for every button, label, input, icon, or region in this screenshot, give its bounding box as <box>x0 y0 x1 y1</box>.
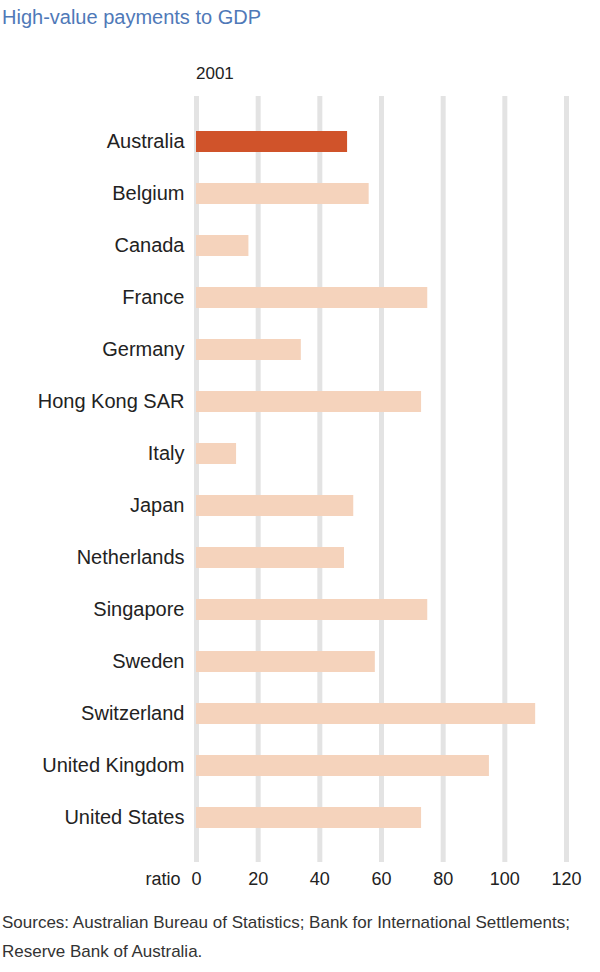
svg-text:Sweden: Sweden <box>112 650 184 672</box>
svg-text:120: 120 <box>551 869 581 889</box>
svg-text:Singapore: Singapore <box>93 598 184 620</box>
svg-text:20: 20 <box>248 869 268 889</box>
svg-text:Switzerland: Switzerland <box>81 702 184 724</box>
svg-text:Belgium: Belgium <box>112 182 184 204</box>
html-text:Sources: Australian Bureau of: Sources: Australian Bureau of Statistics… <box>2 913 570 961</box>
html-text:High-value payments to GDP: High-value payments to GDP <box>2 6 261 28</box>
html-text:2001: 2001 <box>196 64 234 83</box>
svg-text:40: 40 <box>310 869 330 889</box>
svg-text:Canada: Canada <box>114 234 185 256</box>
svg-text:Germany: Germany <box>102 338 184 360</box>
svg-text:Japan: Japan <box>130 494 185 516</box>
svg-text:France: France <box>122 286 184 308</box>
svg-text:100: 100 <box>490 869 520 889</box>
svg-text:Australia: Australia <box>107 130 186 152</box>
svg-text:0: 0 <box>191 869 201 889</box>
svg-text:ratio: ratio <box>145 869 180 889</box>
svg-text:Italy: Italy <box>148 442 185 464</box>
svg-text:80: 80 <box>433 869 453 889</box>
svg-text:60: 60 <box>371 869 391 889</box>
svg-text:Netherlands: Netherlands <box>77 546 185 568</box>
svg-text:Hong Kong SAR: Hong Kong SAR <box>38 390 185 412</box>
svg-text:United Kingdom: United Kingdom <box>42 754 184 776</box>
svg-text:United States: United States <box>64 806 184 828</box>
